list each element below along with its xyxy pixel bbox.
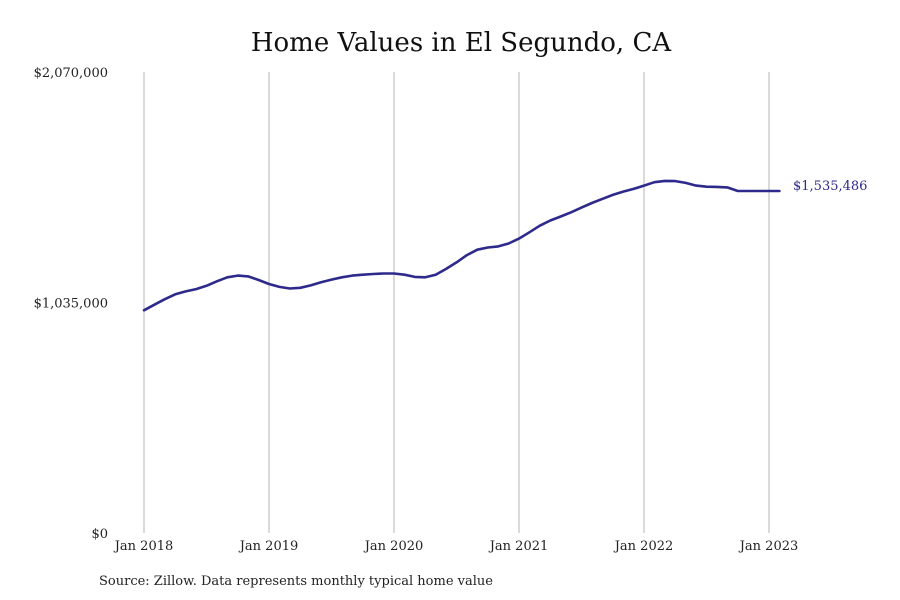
series-layer	[142, 179, 781, 312]
x-tick-label: Jan 2018	[113, 539, 174, 554]
x-tick-label: Jan 2022	[613, 539, 674, 554]
x-tick-label: Jan 2021	[488, 539, 549, 554]
y-tick-label: $0	[91, 527, 108, 542]
x-tick-label: Jan 2023	[738, 539, 799, 554]
y-axis-ticks: $0 $1,035,000 $2,070,000	[34, 66, 108, 542]
x-tick-label: Jan 2019	[238, 539, 299, 554]
end-value-label: $1,535,486	[793, 179, 867, 194]
gridlines	[143, 72, 770, 533]
x-tick-label: Jan 2020	[363, 539, 424, 554]
x-axis-ticks: Jan 2018 Jan 2019 Jan 2020 Jan 2021 Jan 2022…	[113, 539, 799, 554]
chart-title: Home Values in El Segundo, CA	[251, 28, 673, 58]
source-note: Source: Zillow. Data represents monthly …	[99, 574, 493, 589]
y-tick-label: $1,035,000	[34, 297, 108, 312]
y-tick-label: $2,070,000	[34, 66, 108, 81]
series-line	[142, 179, 781, 312]
